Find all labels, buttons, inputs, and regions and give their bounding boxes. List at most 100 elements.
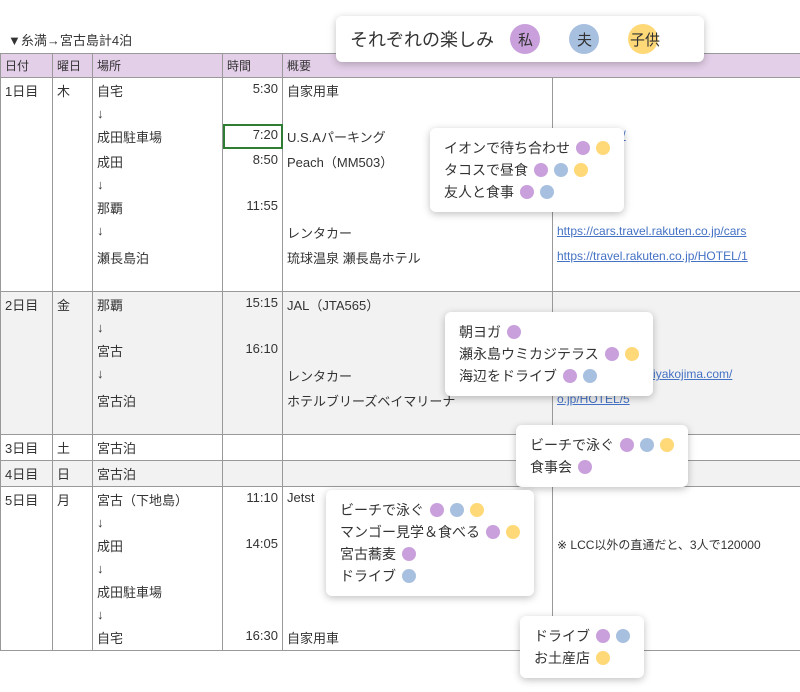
cell-day bbox=[53, 388, 93, 413]
cell-date bbox=[1, 317, 53, 338]
activity-text: マンゴー見学＆食べる bbox=[340, 522, 480, 542]
cell-place: 成田 bbox=[93, 149, 223, 174]
cell-date bbox=[1, 195, 53, 220]
cell-place: ↓ bbox=[93, 220, 223, 245]
cell-place: ↓ bbox=[93, 363, 223, 388]
cell-place: 瀬長島泊 bbox=[93, 245, 223, 270]
dot-me bbox=[605, 347, 619, 361]
dot-me bbox=[520, 185, 534, 199]
dot-husband bbox=[540, 185, 554, 199]
cell-day: 月 bbox=[53, 487, 93, 513]
table-row: 宮古泊ホテルブリーズベイマリーナo.jp/HOTEL/5 bbox=[1, 388, 800, 413]
cell-desc bbox=[283, 413, 553, 435]
cell-place: 宮古（下地島） bbox=[93, 487, 223, 513]
table-row: ↓ bbox=[1, 174, 800, 195]
cell-time: 8:50 bbox=[223, 149, 283, 174]
cell-time: 5:30 bbox=[223, 78, 283, 104]
table-row: 成田8:50Peach（MM503） bbox=[1, 149, 800, 174]
table-row: 那覇11:55 bbox=[1, 195, 800, 220]
dot-me bbox=[430, 503, 444, 517]
cell-date bbox=[1, 245, 53, 270]
activity-text: お土産店 bbox=[534, 648, 590, 668]
activity-text: イオンで待ち合わせ bbox=[444, 138, 570, 158]
legend-label: 夫 bbox=[577, 29, 592, 50]
cell-time bbox=[223, 388, 283, 413]
dot-husband bbox=[640, 438, 654, 452]
cell-time: 16:10 bbox=[223, 338, 283, 363]
cell-desc bbox=[283, 435, 553, 461]
dot-child bbox=[596, 651, 610, 665]
table-row: ↓レンタカーhttps://cars.travel.rakuten.co.jp/… bbox=[1, 220, 800, 245]
cell-time bbox=[223, 604, 283, 625]
table-row: ↓ bbox=[1, 317, 800, 338]
cell-day bbox=[53, 103, 93, 124]
dot-husband bbox=[554, 163, 568, 177]
cell-link bbox=[553, 270, 800, 292]
dot-child bbox=[470, 503, 484, 517]
cell-date bbox=[1, 149, 53, 174]
cell-day bbox=[53, 245, 93, 270]
table-row: ↓レンタカーhttp://www.orac-miyakojima.com/ bbox=[1, 363, 800, 388]
activity-row: お土産店 bbox=[534, 648, 630, 668]
cell-place: 自宅 bbox=[93, 625, 223, 651]
dot-me bbox=[507, 325, 521, 339]
dot-husband bbox=[616, 629, 630, 643]
cell-place: 成田 bbox=[93, 533, 223, 558]
table-row: 成田駐車場7:20U.S.Aパーキングparking.com/ bbox=[1, 124, 800, 149]
cell-day bbox=[53, 317, 93, 338]
activity-row: ビーチで泳ぐ bbox=[530, 435, 674, 455]
table-row: ↓ bbox=[1, 103, 800, 124]
activity-text: 友人と食事 bbox=[444, 182, 514, 202]
external-link[interactable]: https://cars.travel.rakuten.co.jp/cars bbox=[557, 224, 746, 238]
note-text: ※ LCC以外の直通だと、3人で120000 bbox=[557, 538, 761, 552]
cell-time: 11:55 bbox=[223, 195, 283, 220]
cell-day: 金 bbox=[53, 292, 93, 318]
activity-text: ドライブ bbox=[340, 566, 396, 586]
activity-row: 食事会 bbox=[530, 457, 674, 477]
cell-date bbox=[1, 413, 53, 435]
dot-husband bbox=[450, 503, 464, 517]
cell-time bbox=[223, 245, 283, 270]
activity-row: ドライブ bbox=[340, 566, 520, 586]
cell-day bbox=[53, 413, 93, 435]
dot-me bbox=[620, 438, 634, 452]
cell-time bbox=[223, 220, 283, 245]
cell-link bbox=[553, 103, 800, 124]
cell-place bbox=[93, 270, 223, 292]
external-link[interactable]: https://travel.rakuten.co.jp/HOTEL/1 bbox=[557, 249, 748, 263]
activity-text: ビーチで泳ぐ bbox=[530, 435, 614, 455]
cell-day: 日 bbox=[53, 461, 93, 487]
activity-text: ドライブ bbox=[534, 626, 590, 646]
activity-text: 海辺をドライブ bbox=[459, 366, 557, 386]
cell-date bbox=[1, 579, 53, 604]
activity-callout: 朝ヨガ瀬永島ウミカジテラス海辺をドライブ bbox=[445, 312, 653, 396]
legend-label: 子供 bbox=[630, 29, 660, 50]
activity-callout: ビーチで泳ぐマンゴー見学＆食べる宮古蕎麦ドライブ bbox=[326, 490, 534, 596]
cell-desc: 自家用車 bbox=[283, 78, 553, 104]
cell-place: ↓ bbox=[93, 317, 223, 338]
cell-time: 14:05 bbox=[223, 533, 283, 558]
activity-text: 食事会 bbox=[530, 457, 572, 477]
cell-time: 16:30 bbox=[223, 625, 283, 651]
cell-date bbox=[1, 270, 53, 292]
cell-day bbox=[53, 512, 93, 533]
cell-date bbox=[1, 103, 53, 124]
table-row: ↓ bbox=[1, 604, 800, 625]
dot-me bbox=[596, 629, 610, 643]
cell-link bbox=[553, 78, 800, 104]
cell-day bbox=[53, 579, 93, 604]
dot-child bbox=[660, 438, 674, 452]
table-row: 1日目木自宅5:30自家用車 bbox=[1, 78, 800, 104]
legend-item-child: 子供 bbox=[628, 24, 690, 54]
legend-callout: それぞれの楽しみ 私 夫 子供 bbox=[336, 16, 704, 62]
cell-time bbox=[223, 174, 283, 195]
activity-text: 宮古蕎麦 bbox=[340, 544, 396, 564]
cell-day bbox=[53, 363, 93, 388]
cell-place: 宮古 bbox=[93, 338, 223, 363]
cell-place: 那覇 bbox=[93, 195, 223, 220]
cell-time bbox=[223, 435, 283, 461]
cell-time bbox=[223, 103, 283, 124]
legend-item-me: 私 bbox=[510, 24, 557, 54]
activity-row: 海辺をドライブ bbox=[459, 366, 639, 386]
cell-date bbox=[1, 558, 53, 579]
